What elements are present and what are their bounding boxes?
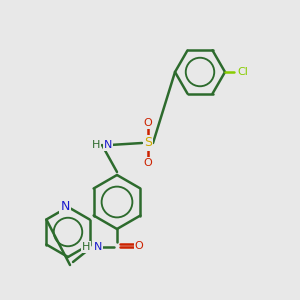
Text: N: N [60, 200, 70, 212]
Text: H: H [82, 242, 90, 252]
Text: O: O [135, 241, 143, 251]
Text: H: H [92, 140, 100, 150]
Text: Cl: Cl [238, 67, 248, 77]
Text: O: O [144, 158, 152, 168]
Text: N: N [104, 140, 112, 150]
Text: N: N [94, 242, 102, 252]
Text: S: S [144, 136, 152, 149]
Text: O: O [144, 118, 152, 128]
